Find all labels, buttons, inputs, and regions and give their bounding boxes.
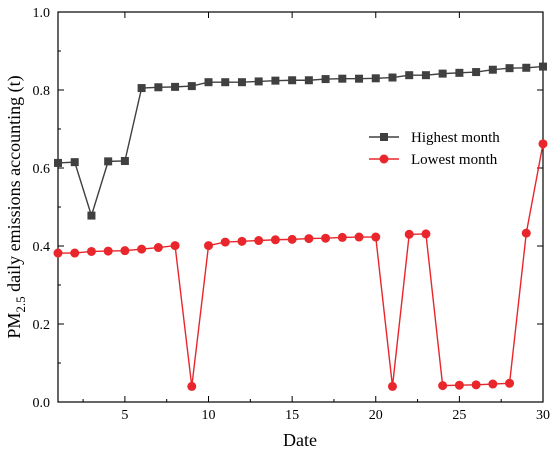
legend-label: Lowest month	[411, 152, 498, 168]
data-point	[137, 244, 147, 254]
legend-item: Highest month	[369, 130, 500, 146]
series-lowest-month	[53, 139, 548, 391]
legend-label: Highest month	[411, 130, 500, 146]
x-tick-label: 25	[452, 408, 466, 423]
data-point	[438, 69, 447, 78]
data-point	[153, 243, 163, 253]
data-point	[354, 232, 364, 242]
y-axis-title-prefix: PM	[4, 313, 24, 339]
data-point	[488, 379, 498, 389]
legend: Highest month Lowest month	[369, 130, 500, 168]
data-point	[355, 74, 364, 83]
data-point	[287, 234, 297, 244]
data-point	[538, 139, 548, 149]
series-highest-month	[54, 62, 547, 220]
data-point	[70, 158, 79, 167]
data-point	[86, 246, 96, 256]
data-point	[187, 381, 197, 391]
data-point	[221, 78, 230, 87]
data-point	[237, 236, 247, 246]
data-point	[271, 76, 280, 85]
data-point	[187, 82, 196, 91]
legend-item: Lowest month	[369, 152, 498, 168]
x-tick-label: 15	[285, 408, 299, 423]
data-point	[120, 246, 130, 256]
data-point	[505, 64, 514, 73]
x-tick-label: 30	[536, 408, 550, 423]
y-tick-label: 0.4	[33, 240, 51, 255]
legend-marker	[379, 154, 389, 164]
data-point	[137, 84, 146, 93]
data-point	[288, 76, 297, 85]
data-point	[204, 241, 214, 251]
data-point	[387, 381, 397, 391]
data-point	[337, 232, 347, 242]
data-point	[522, 63, 531, 72]
data-point	[421, 71, 430, 80]
data-point	[421, 229, 431, 239]
x-axis-title: Date	[283, 430, 317, 450]
y-axis-title-subscript: 2.5	[13, 296, 28, 312]
data-point	[488, 65, 497, 74]
data-point	[539, 62, 547, 71]
data-point	[405, 71, 414, 80]
data-point	[505, 378, 515, 388]
y-tick-label: 0.2	[33, 318, 51, 333]
data-point	[237, 78, 246, 87]
data-point	[87, 211, 96, 220]
data-point	[438, 381, 448, 391]
data-point	[104, 157, 113, 166]
data-point	[454, 380, 464, 390]
data-point	[472, 68, 481, 77]
legend-marker	[380, 133, 388, 141]
data-point	[371, 74, 380, 83]
data-point	[220, 237, 230, 247]
data-point	[53, 248, 63, 258]
y-tick-label: 0.0	[33, 396, 51, 411]
data-point	[321, 75, 330, 84]
data-point	[204, 78, 213, 87]
data-point	[54, 158, 62, 167]
series-line-lowest-month	[58, 143, 544, 387]
data-point	[120, 156, 129, 165]
y-axis-title: PM2.5 daily emissions accounting (t)	[4, 75, 28, 338]
data-point	[154, 83, 163, 92]
data-point	[371, 232, 381, 242]
data-point	[521, 228, 531, 238]
data-point	[270, 235, 280, 245]
data-point	[70, 248, 80, 258]
data-point	[388, 73, 397, 82]
x-tick-label: 20	[369, 408, 383, 423]
x-tick-label: 5	[121, 408, 128, 423]
data-point	[321, 233, 331, 243]
data-point	[304, 76, 313, 85]
data-point	[170, 241, 180, 251]
ticks: 5 10 15 20 25 30 0.0 0.2 0.4 0.6 0.8 1.0	[33, 6, 550, 423]
data-point	[338, 74, 347, 83]
y-tick-label: 1.0	[33, 6, 51, 21]
data-point	[455, 68, 464, 77]
plot-frame	[57, 11, 544, 403]
series-layer	[53, 62, 548, 391]
data-point	[103, 246, 113, 256]
data-point	[471, 380, 481, 390]
data-point	[254, 77, 263, 86]
data-point	[254, 236, 264, 246]
y-axis-title-suffix: daily emissions accounting (t)	[4, 75, 25, 296]
y-tick-label: 0.6	[33, 162, 51, 177]
data-point	[404, 229, 414, 239]
x-tick-label: 10	[202, 408, 216, 423]
data-point	[304, 234, 314, 244]
data-point	[171, 82, 180, 91]
y-tick-label: 0.8	[33, 84, 51, 99]
